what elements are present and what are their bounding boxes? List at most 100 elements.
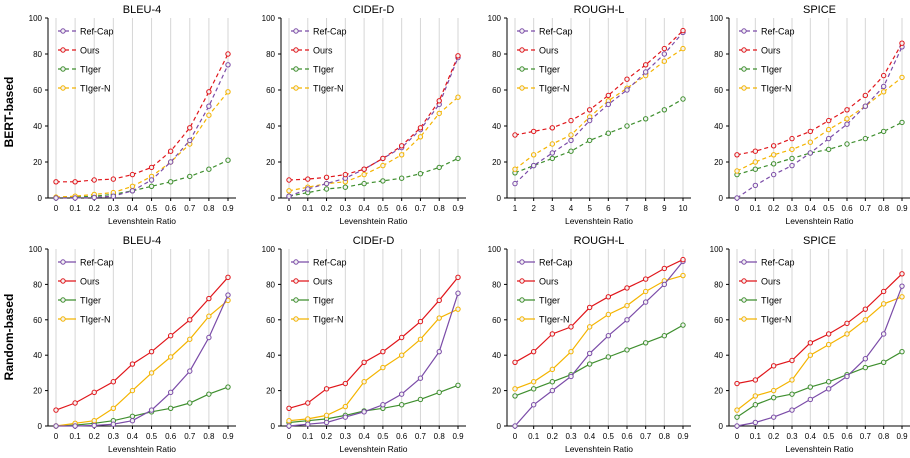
x-tick-label: 0.4 — [127, 204, 139, 213]
data-point-tiger — [225, 384, 231, 390]
data-point-tiger — [417, 396, 424, 403]
data-point-ref-cap — [825, 386, 832, 392]
legend-label-ours: Ours — [80, 46, 100, 56]
data-point-tiger — [187, 400, 193, 406]
x-tick-label: 0.1 — [302, 204, 314, 213]
data-point-ours — [91, 177, 97, 183]
y-tick-label: 60 — [266, 316, 275, 325]
data-point-ref-cap — [770, 171, 777, 178]
data-point-tiger — [844, 141, 850, 147]
x-tick-label: 1 — [513, 204, 518, 213]
data-point-ref-cap — [624, 87, 630, 93]
legend-marker-ref-cap — [519, 28, 525, 34]
data-point-tiger-n — [734, 168, 740, 174]
series-line-tiger-n — [514, 275, 684, 390]
data-point-ours — [455, 53, 461, 59]
data-point-ours — [455, 274, 461, 281]
y-tick-label: 40 — [33, 351, 42, 360]
chart-panel-random-based-spice: 0 20 40 60 80 100 0 0.1 0.2 0.3 0.4 0.5 0.6 0.7 0.8 0.9… — [710, 235, 910, 454]
data-point-ours — [752, 377, 759, 383]
legend-marker-tiger — [519, 297, 525, 303]
data-point-ref-cap — [110, 193, 117, 199]
x-tick-label: 0.7 — [860, 432, 872, 441]
data-point-tiger-n — [789, 146, 795, 153]
data-point-tiger — [642, 340, 649, 346]
y-tick-label: 80 — [714, 280, 723, 289]
data-point-ref-cap — [206, 334, 212, 341]
plot-area — [281, 249, 466, 426]
data-point-ours — [323, 386, 330, 392]
y-tick-label: 20 — [492, 158, 501, 167]
data-point-ours — [167, 148, 174, 154]
data-point-ref-cap — [770, 414, 777, 420]
series-line-tiger-n — [736, 296, 903, 411]
legend: Ref-Cap Ours TIger TIger-N — [58, 27, 114, 94]
y-tick-label: 20 — [492, 387, 501, 396]
data-point-tiger — [825, 146, 832, 153]
legend-marker-tiger-n — [293, 316, 299, 322]
legend-label-tiger-n: TIger-N — [539, 315, 570, 325]
legend: Ref-Cap Ours TIger TIger-N — [291, 258, 347, 325]
data-point-tiger-n — [455, 306, 461, 312]
data-point-ours — [661, 265, 668, 272]
data-point-ours — [624, 285, 630, 291]
y-tick-label: 80 — [33, 50, 42, 59]
data-point-tiger-n — [110, 405, 117, 411]
data-point-ref-cap — [568, 373, 574, 380]
chart-panel-random-based-cider-d: 0 20 40 60 80 100 0 0.1 0.2 0.3 0.4 0.5 0.6 0.7 0.8 0.9… — [262, 235, 466, 454]
legend-marker-ref-cap — [60, 28, 66, 34]
data-point-ref-cap — [752, 419, 759, 426]
data-point-tiger — [436, 164, 442, 171]
legend-marker-tiger-n — [741, 85, 747, 91]
x-tick-label: 0.3 — [786, 204, 798, 213]
x-tick-label: 0.2 — [768, 432, 780, 441]
y-tick-label: 0 — [719, 422, 724, 431]
data-point-ours — [680, 27, 686, 34]
data-point-ours — [436, 98, 442, 104]
chart-panel-bert-based-bleu-4: 0 20 40 60 80 100 0 0.1 0.2 0.3 0.4 0.5 0.6 0.7 0.8 0.9… — [29, 4, 236, 226]
chart-panel-random-based-rough-l: 0 20 40 60 80 100 0 0.1 0.2 0.3 0.4 0.5 0.6 0.7 0.8 0.9… — [488, 235, 691, 454]
x-tick-label: 0.3 — [340, 432, 352, 441]
series-line-ref-cap — [514, 261, 684, 427]
data-point-ours — [91, 389, 97, 396]
x-axis-label: Levenshtein Ratio — [565, 216, 633, 226]
data-point-ref-cap — [323, 180, 330, 187]
x-axis-label: Levenshtein Ratio — [339, 216, 407, 226]
series-line-tiger — [55, 386, 229, 427]
series-line-tiger — [55, 159, 229, 199]
legend-marker-ours — [293, 47, 299, 53]
legend-marker-tiger-n — [741, 316, 747, 322]
data-point-tiger-n — [680, 45, 686, 52]
data-point-ours — [305, 176, 311, 182]
x-tick-label: 0 — [513, 432, 518, 441]
data-point-ref-cap — [167, 389, 174, 396]
y-tick-label: 40 — [492, 351, 501, 360]
x-axis-label: Levenshtein Ratio — [785, 444, 853, 454]
data-point-tiger-n — [807, 352, 814, 358]
data-point-tiger-n — [91, 417, 97, 424]
data-point-tiger — [549, 379, 556, 385]
data-point-tiger — [862, 364, 869, 371]
x-axis-label: Levenshtein Ratio — [339, 444, 407, 454]
legend-label-tiger-n: TIger-N — [539, 84, 570, 94]
x-tick-label: 0.5 — [377, 432, 389, 441]
data-point-ours — [844, 107, 850, 113]
y-tick-label: 0 — [271, 422, 276, 431]
legend-label-ref-cap: Ref-Cap — [761, 27, 795, 37]
data-point-tiger — [206, 166, 212, 172]
chart-title: CIDEr-D — [353, 235, 395, 247]
x-tick-label: 0 — [735, 204, 740, 213]
x-tick-label: 0.3 — [108, 432, 120, 441]
x-axis-label: Levenshtein Ratio — [108, 216, 176, 226]
y-tick-label: 20 — [266, 158, 275, 167]
y-tick-label: 0 — [38, 194, 43, 203]
x-tick-label: 0.6 — [165, 432, 177, 441]
y-tick-label: 0 — [719, 194, 724, 203]
data-point-tiger — [361, 180, 367, 187]
data-point-tiger — [512, 393, 518, 399]
x-tick-label: 0.5 — [603, 432, 615, 441]
legend-label-ours: Ours — [539, 46, 559, 56]
legend-label-ref-cap: Ref-Cap — [80, 27, 114, 37]
y-tick-label: 80 — [266, 50, 275, 59]
data-point-ref-cap — [361, 409, 367, 415]
